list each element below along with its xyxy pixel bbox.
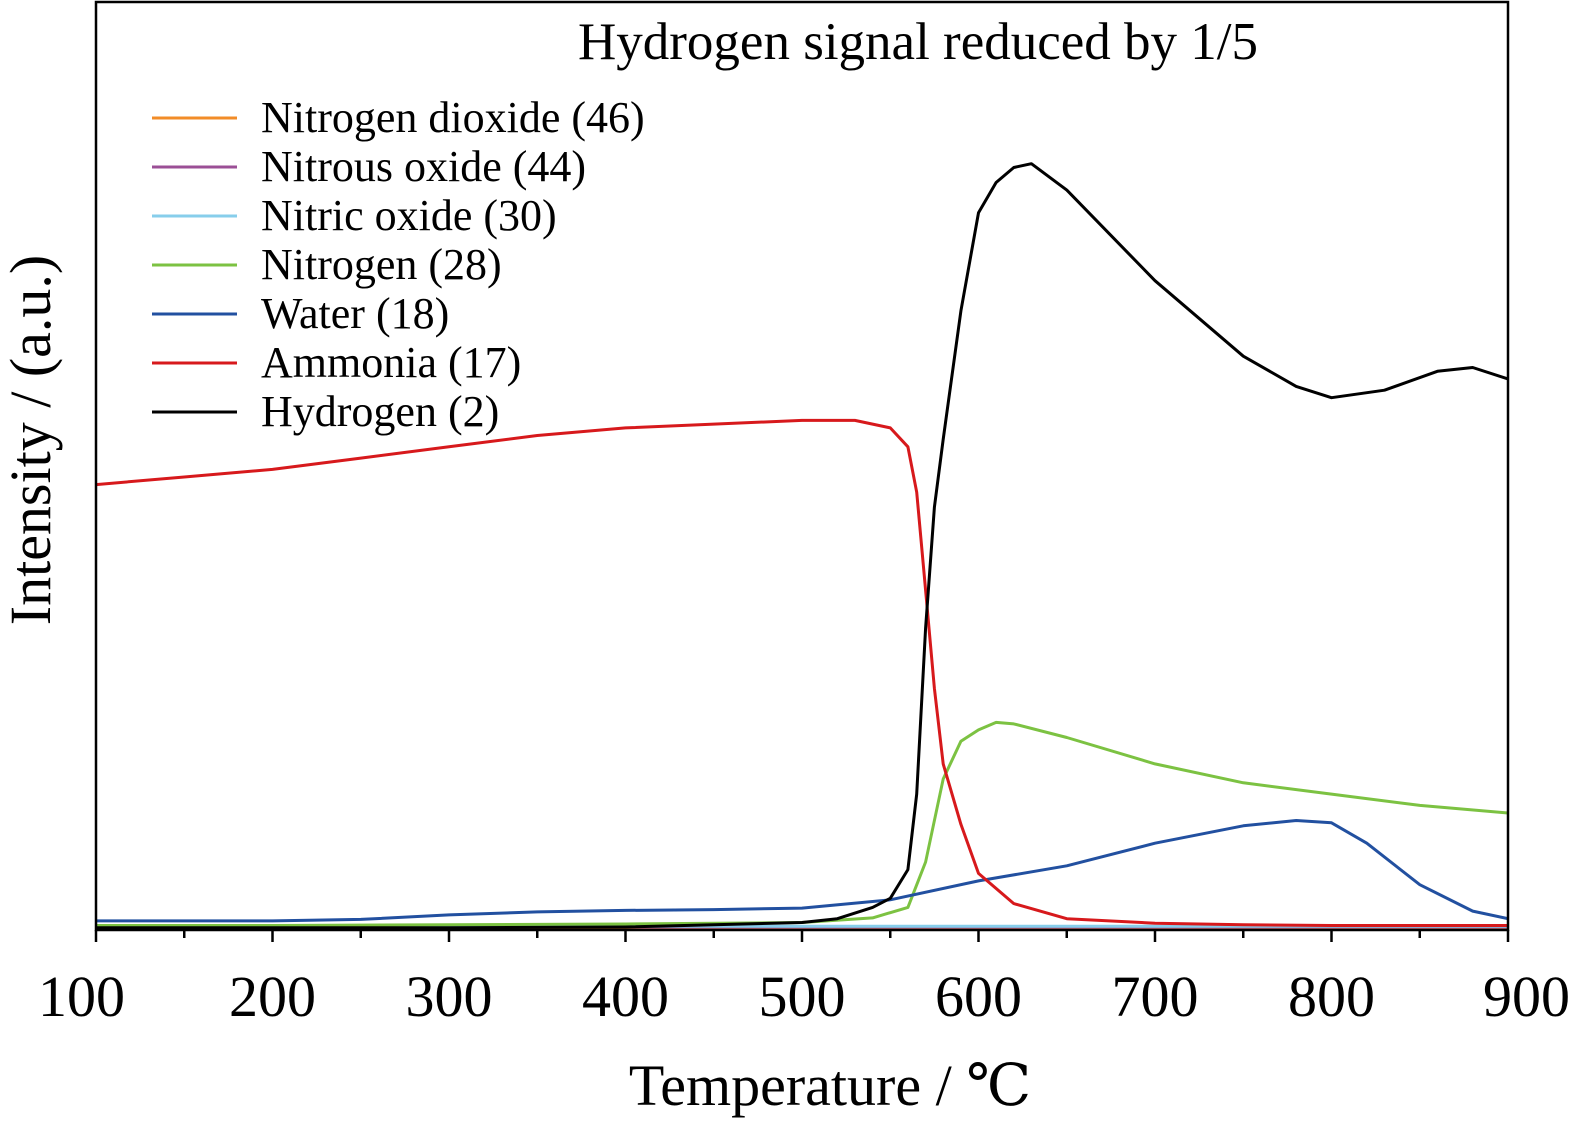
- x-axis-tick-labels: 100 200 300 400 500 600 700 800 900: [38, 964, 1570, 1029]
- x-axis-ticks: [94, 930, 1510, 942]
- y-axis-label: Intensity / (a.u.): [0, 255, 63, 625]
- series-line-nitrogen: [96, 720, 1508, 927]
- x-tick-label-900: 900: [1483, 964, 1570, 1029]
- x-tick-label-800: 800: [1288, 964, 1375, 1029]
- legend-label-nitrogen-dioxide: Nitrogen dioxide (46): [261, 93, 645, 142]
- plot-background: [96, 2, 1508, 930]
- legend: Nitrogen dioxide (46)Nitrous oxide (44)N…: [152, 93, 645, 436]
- x-axis-label: Temperature / ℃: [629, 1053, 1031, 1118]
- series-layer: [96, 162, 1508, 930]
- x-tick-label-100: 100: [38, 964, 125, 1029]
- series-line-water: [96, 819, 1508, 923]
- legend-label-nitric-oxide: Nitric oxide (30): [261, 191, 557, 240]
- legend-label-hydrogen: Hydrogen (2): [261, 387, 499, 436]
- x-tick-label-400: 400: [582, 964, 669, 1029]
- legend-label-ammonia: Ammonia (17): [261, 338, 521, 387]
- chart-title: Hydrogen signal reduced by 1/5: [578, 13, 1258, 71]
- series-line-hydrogen: [96, 162, 1508, 930]
- series-line-ammonia: [96, 418, 1508, 927]
- legend-label-nitrogen: Nitrogen (28): [261, 240, 502, 289]
- x-tick-label-200: 200: [229, 964, 316, 1029]
- legend-label-nitrous-oxide: Nitrous oxide (44): [261, 142, 586, 191]
- x-tick-label-300: 300: [406, 964, 493, 1029]
- legend-label-water: Water (18): [261, 289, 449, 338]
- x-tick-label-500: 500: [759, 964, 846, 1029]
- x-tick-label-600: 600: [935, 964, 1022, 1029]
- x-tick-label-700: 700: [1112, 964, 1199, 1029]
